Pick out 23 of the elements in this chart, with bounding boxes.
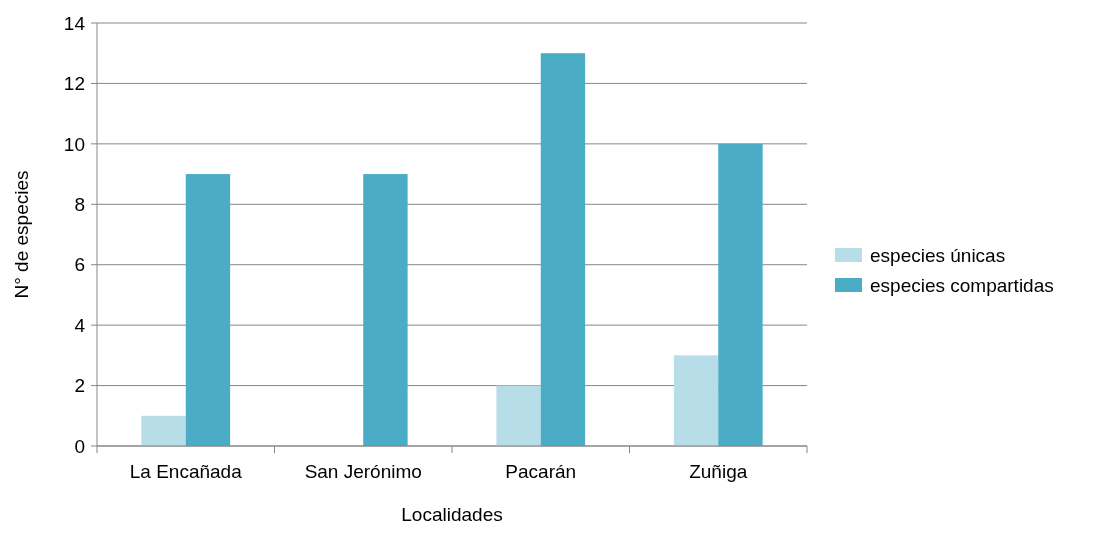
bar xyxy=(141,415,186,446)
bar xyxy=(363,174,408,446)
bar xyxy=(718,143,763,446)
x-axis-title: Localidades xyxy=(401,504,503,525)
x-tick-label: Pacarán xyxy=(505,461,577,482)
x-tick-label: Zuñiga xyxy=(689,461,748,482)
y-tick-label: 10 xyxy=(63,133,85,155)
x-tick-label: San Jerónimo xyxy=(304,461,422,482)
bar xyxy=(185,174,231,446)
x-tick-label: La Encañada xyxy=(129,461,243,482)
legend-label: especies únicas xyxy=(870,244,1006,266)
legend-label: especies compartidas xyxy=(870,274,1054,296)
y-tick-label: 2 xyxy=(74,375,85,397)
y-tick-label: 4 xyxy=(74,314,86,336)
bar xyxy=(540,53,586,446)
y-tick-label: 14 xyxy=(63,12,86,34)
bar xyxy=(673,355,719,446)
y-tick-label: 6 xyxy=(74,254,85,276)
y-tick-label: 12 xyxy=(63,73,85,95)
y-tick-label: 8 xyxy=(74,193,85,215)
y-tick-label: 0 xyxy=(74,435,85,457)
y-axis-title: N° de especies xyxy=(11,170,32,299)
bar xyxy=(496,385,541,446)
